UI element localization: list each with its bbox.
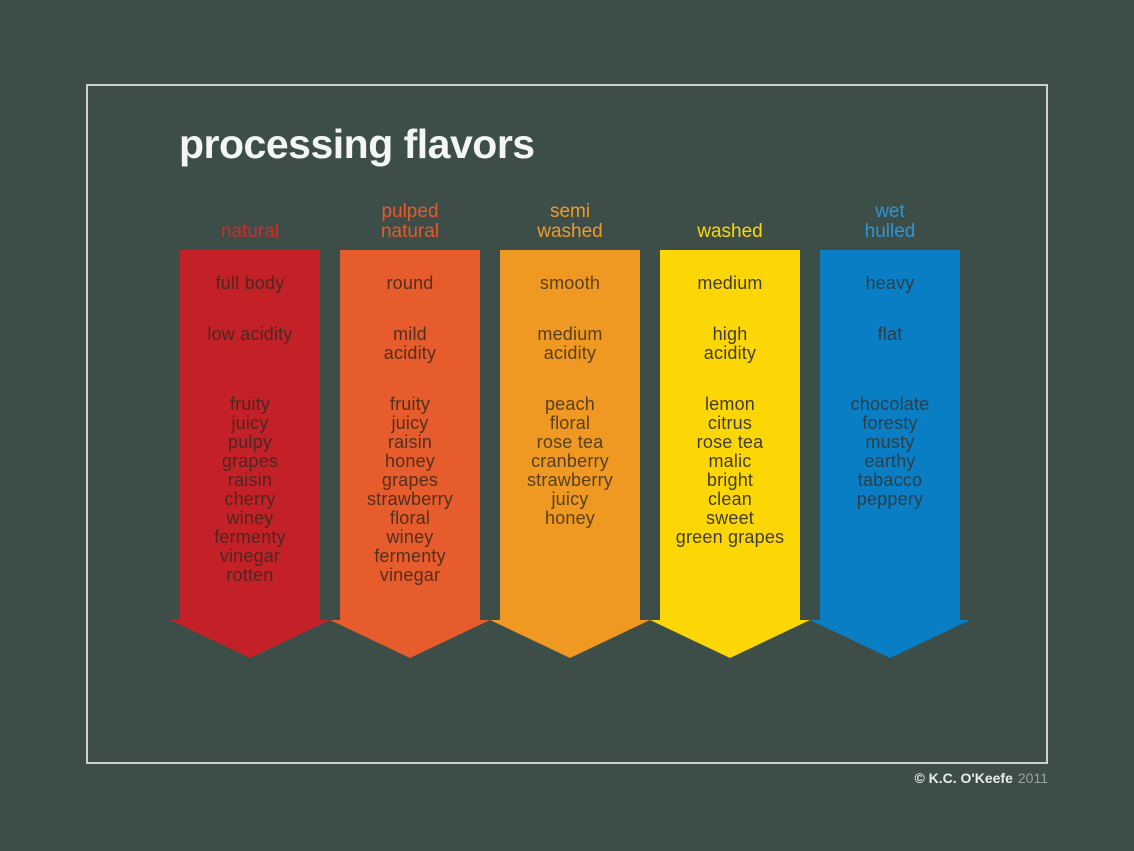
acidity-label: medium acidity	[537, 324, 603, 363]
body-label: heavy	[865, 273, 915, 293]
arrow-head-pulped-natural	[330, 620, 490, 658]
arrow-body-wet-hulled: heavy flat chocolate foresty musty earth…	[820, 250, 960, 620]
arrow-body-natural: full body low acidity fruity juicy pulpy…	[180, 250, 320, 620]
arrow-head-washed	[650, 620, 810, 658]
flavor-list: peach floral rose tea cranberry strawber…	[526, 394, 613, 528]
arrow-head-semi-washed	[490, 620, 650, 658]
acidity-label: low acidity	[207, 324, 293, 344]
arrow-body-washed: medium high acidity lemon citrus rose te…	[660, 250, 800, 620]
acidity-label: mild acidity	[383, 324, 437, 363]
acidity-label: high acidity	[703, 324, 757, 363]
copyright-year: 2011	[1017, 770, 1048, 786]
page-title: processing flavors	[179, 121, 535, 167]
column-header-washed: washed	[697, 221, 763, 242]
body-label: full body	[215, 273, 285, 293]
body-label: medium	[697, 273, 763, 293]
column-header-pulped-natural: pulped natural	[380, 201, 440, 242]
flavor-list: chocolate foresty musty earthy tabacco p…	[850, 394, 930, 509]
flavor-list: fruity juicy pulpy grapes raisin cherry …	[214, 394, 286, 585]
footer: © K.C. O'Keefe 2011	[86, 770, 1048, 786]
arrow-head-natural	[170, 620, 330, 658]
arrow-body-semi-washed: smooth medium acidity peach floral rose …	[500, 250, 640, 620]
column-header-wet-hulled: wet hulled	[864, 201, 916, 242]
body-label: smooth	[539, 273, 601, 293]
arrow-head-wet-hulled	[810, 620, 970, 658]
acidity-label: flat	[877, 324, 903, 344]
column-header-natural: natural	[220, 221, 280, 242]
column-header-semi-washed: semi washed	[537, 201, 603, 242]
body-label: round	[386, 273, 434, 293]
flavor-list: lemon citrus rose tea malic bright clean…	[675, 394, 785, 547]
copyright-text: © K.C. O'Keefe	[914, 770, 1013, 786]
frame-border	[86, 84, 1048, 764]
flavor-list: fruity juicy raisin honey grapes strawbe…	[366, 394, 453, 585]
arrow-body-pulped-natural: round mild acidity fruity juicy raisin h…	[340, 250, 480, 620]
